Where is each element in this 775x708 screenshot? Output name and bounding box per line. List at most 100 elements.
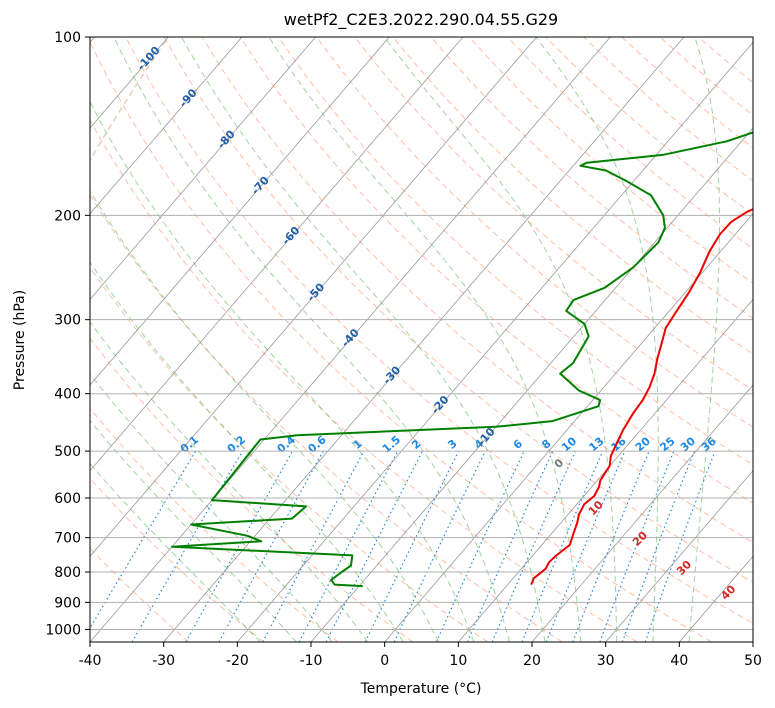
isotherm-line (90, 37, 316, 300)
isotherm-line (90, 37, 390, 386)
isotherm-line (752, 641, 753, 642)
y-tick-label: 800 (54, 565, 81, 581)
axes: -40 -30 -20 -10 0 10 20 30 40 5010020030040050060… (45, 30, 762, 669)
isotherm-line (90, 37, 464, 472)
moist-adiabat (90, 419, 297, 642)
dry-adiabat (90, 477, 264, 642)
dry-adiabat (392, 37, 753, 355)
dry-adiabat (545, 37, 753, 216)
dry-adiabat (354, 37, 753, 391)
mixing-ratio-label: 0.1 (178, 433, 201, 455)
dry-adiabat (90, 547, 190, 642)
temperature-profile-line (530, 208, 753, 585)
adiabat-label: 40 (718, 582, 738, 602)
isotherm-line (458, 298, 753, 642)
mixing-ratio-line (185, 450, 294, 642)
dry-adiabat (659, 37, 753, 116)
x-tick-label: 30 (597, 653, 615, 669)
dry-adiabat (90, 407, 339, 642)
isotherm-line (679, 555, 753, 642)
mixing-ratio-label: 3 (445, 437, 459, 452)
moist-adiabat (535, 37, 659, 642)
dry-adiabat (316, 37, 753, 428)
dry-adiabat (90, 119, 638, 642)
isotherm-line (237, 41, 753, 642)
mixing-ratio-line (218, 450, 324, 642)
moist-adiabat (181, 37, 546, 642)
moist-adiabat (90, 462, 261, 642)
moist-adiabat (90, 100, 475, 642)
dry-adiabat (507, 37, 753, 250)
isotherm-line (90, 37, 611, 642)
plot-frame (89, 36, 754, 643)
plot-area: 0.1 0.2 0.4 0.6 1 1.5 2 3 4 6 8 10 13 16 20 25 30 36-100-… (90, 37, 753, 642)
mixing-ratio-label: 0.2 (225, 433, 248, 455)
moist-adiabat (90, 321, 369, 642)
moist-adiabat (113, 37, 510, 642)
y-tick-label: 300 (54, 313, 81, 329)
chart-title: wetPf2_C2E3.2022.290.04.55.G29 (284, 10, 558, 30)
moist-adiabat (90, 189, 439, 642)
y-tick-label: 200 (54, 208, 81, 224)
x-tick-label: -30 (152, 653, 175, 669)
y-tick-label: 1000 (45, 622, 81, 638)
mixing-ratio-line (572, 450, 650, 642)
x-tick-label: -20 (226, 653, 249, 669)
dry-adiabat (201, 37, 753, 543)
mixing-ratio-line (298, 450, 399, 642)
dry-adiabat (468, 37, 753, 284)
moist-adiabat (90, 261, 404, 642)
dry-adiabat (430, 37, 753, 319)
x-tick-label: 50 (744, 653, 762, 669)
dry-adiabat (697, 37, 753, 84)
mixing-ratio-line (644, 450, 716, 642)
y-axis-label: Pressure (hPa) (12, 290, 28, 390)
mixing-ratio-label: 1 (351, 437, 365, 452)
isotherm-line (384, 213, 753, 642)
y-tick-label: 900 (54, 595, 81, 611)
x-axis-label: Temperature (°C) (360, 681, 482, 697)
x-tick-label: 0 (380, 653, 389, 669)
isotherm-line (310, 127, 753, 642)
isotherm-line (163, 37, 685, 642)
dry-adiabat (163, 37, 753, 583)
x-tick-label: -40 (79, 653, 102, 669)
x-tick-label: 20 (523, 653, 541, 669)
mixing-ratio-line (262, 450, 365, 642)
dry-adiabat (125, 37, 753, 624)
dry-adiabat (90, 40, 712, 642)
moist-adiabat (90, 373, 333, 642)
mixing-ratio-label: 1.5 (380, 433, 403, 455)
y-tick-label: 700 (54, 531, 81, 547)
mixing-ratio-line (491, 450, 576, 642)
dry-adiabat (90, 194, 563, 642)
mixing-ratio-line (364, 450, 460, 642)
mixing-ratio-line (393, 450, 486, 642)
moist-adiabat (268, 37, 582, 642)
x-tick-label: 40 (670, 653, 688, 669)
isotherm-line (531, 384, 753, 642)
dry-adiabat (90, 266, 488, 642)
mixing-ratio-line (131, 450, 244, 642)
dry-adiabat (239, 37, 753, 504)
mixing-ratio-label: 6 (511, 437, 525, 452)
y-tick-label: 400 (54, 387, 81, 403)
mixing-ratio-label: 8 (539, 437, 553, 452)
y-tick-label: 500 (54, 444, 81, 460)
x-tick-label: 10 (449, 653, 467, 669)
isotherm-line (90, 37, 243, 215)
adiabat-label: 20 (630, 529, 650, 549)
moist-adiabat (383, 37, 618, 642)
moist-adiabat (688, 37, 720, 642)
isotherm-line (605, 470, 753, 642)
isotherm-line (90, 37, 537, 557)
adiabat-label: 30 (674, 558, 694, 578)
dewpoint-profile-line (171, 131, 753, 588)
y-tick-label: 600 (54, 491, 81, 507)
mixing-ratio-line (435, 450, 525, 642)
mixing-ratio-label: 0.6 (305, 433, 329, 456)
x-tick-label: -10 (300, 653, 323, 669)
y-tick-label: 100 (54, 30, 81, 46)
mixing-ratio-line (599, 450, 675, 642)
